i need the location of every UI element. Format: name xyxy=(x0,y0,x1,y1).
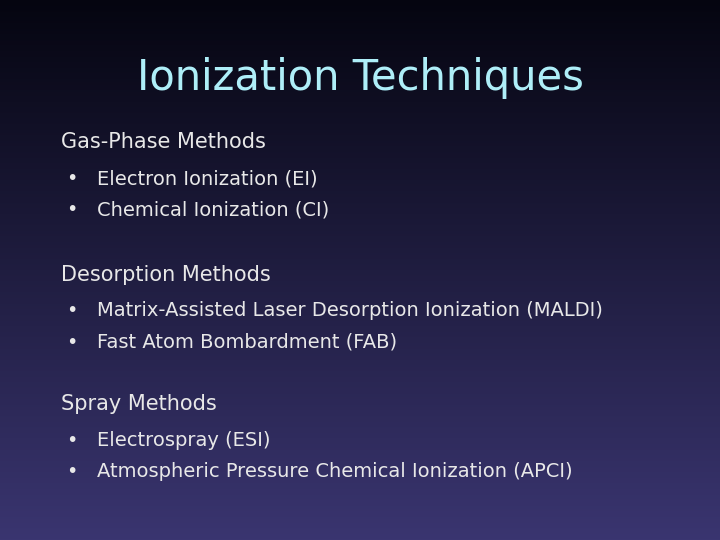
Text: Matrix-Assisted Laser Desorption Ionization (MALDI): Matrix-Assisted Laser Desorption Ionizat… xyxy=(97,301,603,320)
Text: Electrospray (ESI): Electrospray (ESI) xyxy=(97,431,271,450)
Text: Chemical Ionization (CI): Chemical Ionization (CI) xyxy=(97,200,330,219)
Text: •: • xyxy=(66,333,78,352)
Text: Desorption Methods: Desorption Methods xyxy=(61,265,271,285)
Text: •: • xyxy=(66,462,78,481)
Text: Ionization Techniques: Ionization Techniques xyxy=(137,57,583,99)
Text: Atmospheric Pressure Chemical Ionization (APCI): Atmospheric Pressure Chemical Ionization… xyxy=(97,462,573,481)
Text: •: • xyxy=(66,169,78,188)
Text: •: • xyxy=(66,431,78,450)
Text: Electron Ionization (EI): Electron Ionization (EI) xyxy=(97,169,318,188)
Text: •: • xyxy=(66,200,78,219)
Text: Fast Atom Bombardment (FAB): Fast Atom Bombardment (FAB) xyxy=(97,333,397,352)
Text: •: • xyxy=(66,301,78,320)
Text: Spray Methods: Spray Methods xyxy=(61,394,217,414)
Text: Gas-Phase Methods: Gas-Phase Methods xyxy=(61,132,266,152)
